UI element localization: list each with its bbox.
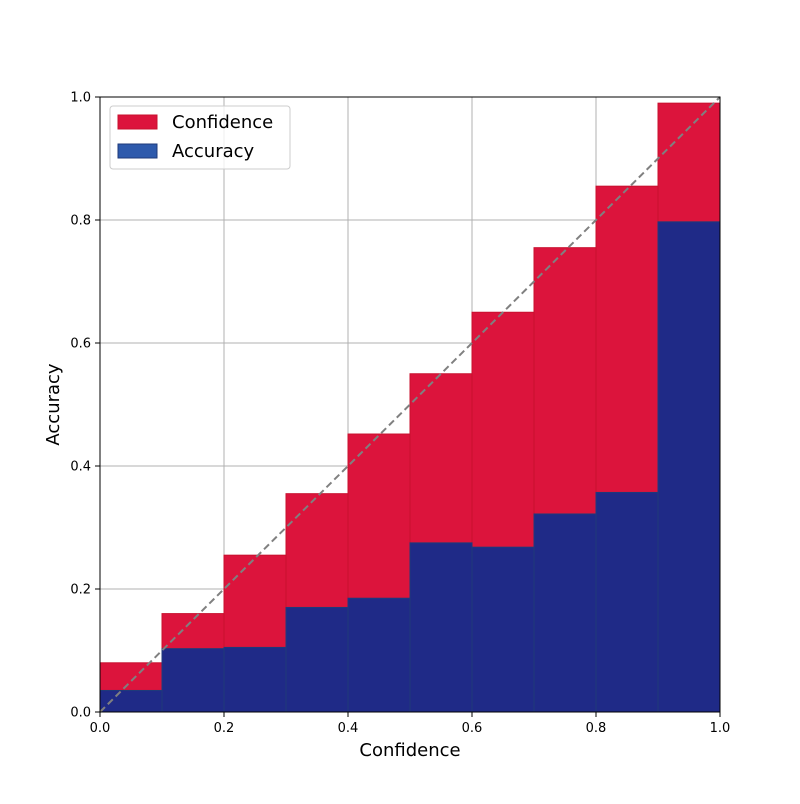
plot-frame [99,96,721,713]
accuracy-bar [285,606,349,713]
perfect-calibration-line [99,96,721,713]
legend: Confidence Accuracy [109,105,291,170]
accuracy-bar [223,646,287,713]
accuracy-bar [595,491,659,713]
y-tick-label: 0.0 [70,706,91,721]
legend-swatch-confidence [117,114,158,130]
legend-swatch-accuracy [117,143,158,159]
y-tick-label: 0.8 [70,214,91,229]
x-axis-title: Confidence [359,740,460,761]
x-tick-label: 0.0 [90,721,111,736]
accuracy-bar [657,221,721,713]
y-tick-label: 1.0 [70,91,91,106]
x-tick-label: 0.4 [338,721,359,736]
accuracy-bar [161,648,225,713]
accuracy-bar [409,542,473,713]
x-tick-label: 1.0 [710,721,731,736]
accuracy-bar [347,597,411,713]
accuracy-bar [533,513,597,713]
accuracy-bars [99,221,721,713]
y-tick-label: 0.6 [70,337,91,352]
y-axis-ticks: 0.0 0.2 0.4 0.6 0.8 1.0 [70,91,100,721]
y-axis-title: Accuracy [43,363,64,446]
x-tick-label: 0.8 [586,721,607,736]
x-axis-ticks: 0.0 0.2 0.4 0.6 0.8 1.0 [90,712,731,736]
accuracy-bar [99,689,163,713]
x-tick-label: 0.2 [214,721,235,736]
y-tick-label: 0.2 [70,583,91,598]
accuracy-bar [471,546,535,713]
legend-label-accuracy: Accuracy [172,141,255,162]
y-tick-label: 0.4 [70,460,91,475]
x-tick-label: 0.6 [462,721,483,736]
legend-label-confidence: Confidence [172,112,273,133]
